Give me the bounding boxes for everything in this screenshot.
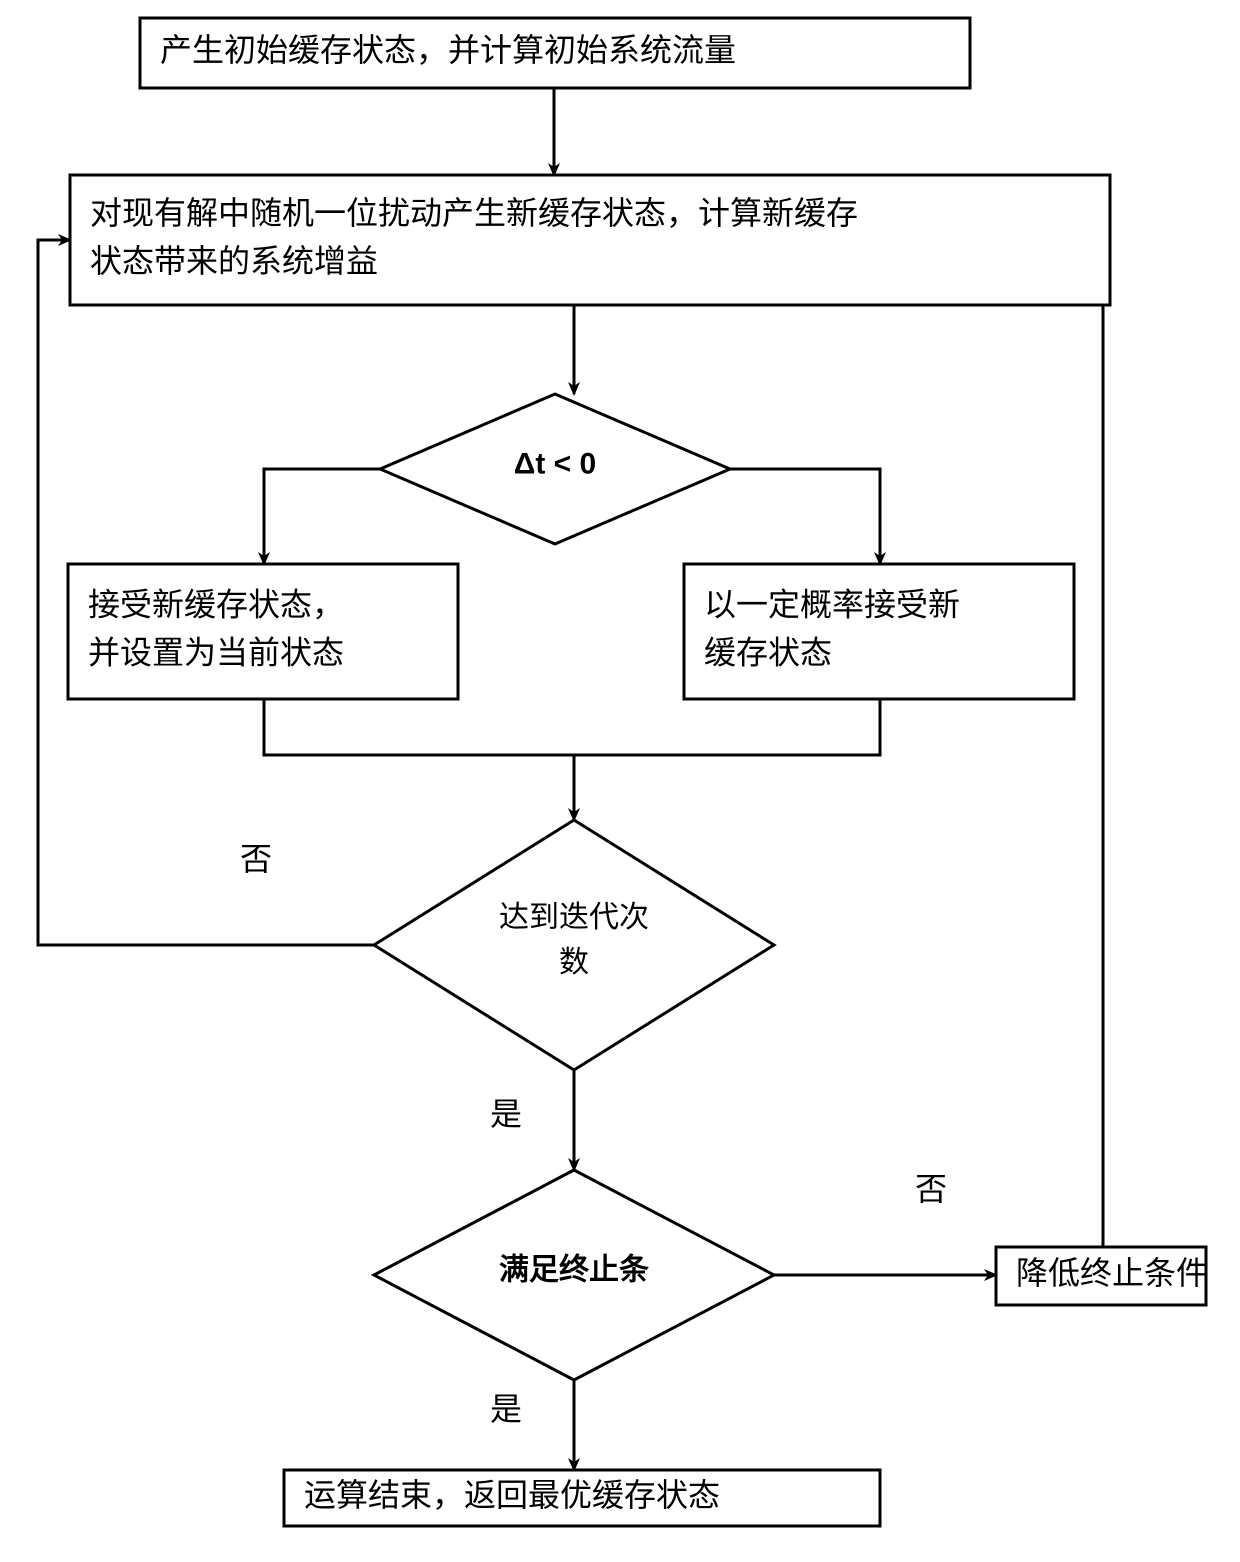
- node-n3: Δt < 0: [380, 394, 730, 544]
- node-text-line: 产生初始缓存状态，并计算初始系统流量: [160, 32, 736, 68]
- node-n9: 运算结束，返回最优缓存状态: [284, 1470, 880, 1526]
- node-text-line: 运算结束，返回最优缓存状态: [304, 1477, 720, 1513]
- node-n2: 对现有解中随机一位扰动产生新缓存状态，计算新缓存状态带来的系统增益: [70, 175, 1110, 305]
- node-shape: [374, 820, 774, 1070]
- node-n1: 产生初始缓存状态，并计算初始系统流量: [140, 18, 970, 88]
- node-text-line: 降低终止条件: [1016, 1255, 1208, 1291]
- node-text-line: Δt < 0: [514, 448, 596, 481]
- node-shape: [684, 564, 1074, 699]
- node-n5: 以一定概率接受新缓存状态: [684, 564, 1074, 699]
- edge-10: [1103, 240, 1110, 1247]
- node-n7: 满足终止条: [374, 1170, 774, 1380]
- node-text-line: 对现有解中随机一位扰动产生新缓存状态，计算新缓存: [90, 195, 858, 231]
- edge-label-9: 否: [915, 1171, 947, 1207]
- node-shape: [68, 564, 458, 699]
- edge-label-8: 是: [490, 1096, 522, 1132]
- edge-2: [264, 469, 380, 564]
- node-text-line: 达到迭代次: [499, 901, 649, 934]
- node-text-line: 状态带来的系统增益: [90, 243, 378, 279]
- node-text-line: 并设置为当前状态: [88, 635, 344, 671]
- node-n4: 接受新缓存状态， 并设置为当前状态: [68, 564, 458, 699]
- node-text-line: 缓存状态: [704, 635, 832, 671]
- node-n8: 降低终止条件: [996, 1247, 1208, 1305]
- flowchart-canvas: 产生初始缓存状态，并计算初始系统流量对现有解中随机一位扰动产生新缓存状态，计算新…: [0, 0, 1240, 1562]
- edge-5: [574, 698, 880, 755]
- node-text-line: 接受新缓存状态，: [88, 587, 344, 623]
- nodes-layer: 产生初始缓存状态，并计算初始系统流量对现有解中随机一位扰动产生新缓存状态，计算新…: [68, 18, 1208, 1526]
- edge-3: [730, 469, 880, 564]
- edge-label-7: 否: [240, 841, 272, 877]
- node-text-line: 数: [559, 946, 589, 979]
- edge-label-11: 是: [490, 1391, 522, 1427]
- node-text-line: 以一定概率接受新: [704, 587, 960, 623]
- edge-4: [264, 698, 574, 755]
- node-n6: 达到迭代次数: [374, 820, 774, 1070]
- node-text-line: 满足终止条: [499, 1254, 649, 1287]
